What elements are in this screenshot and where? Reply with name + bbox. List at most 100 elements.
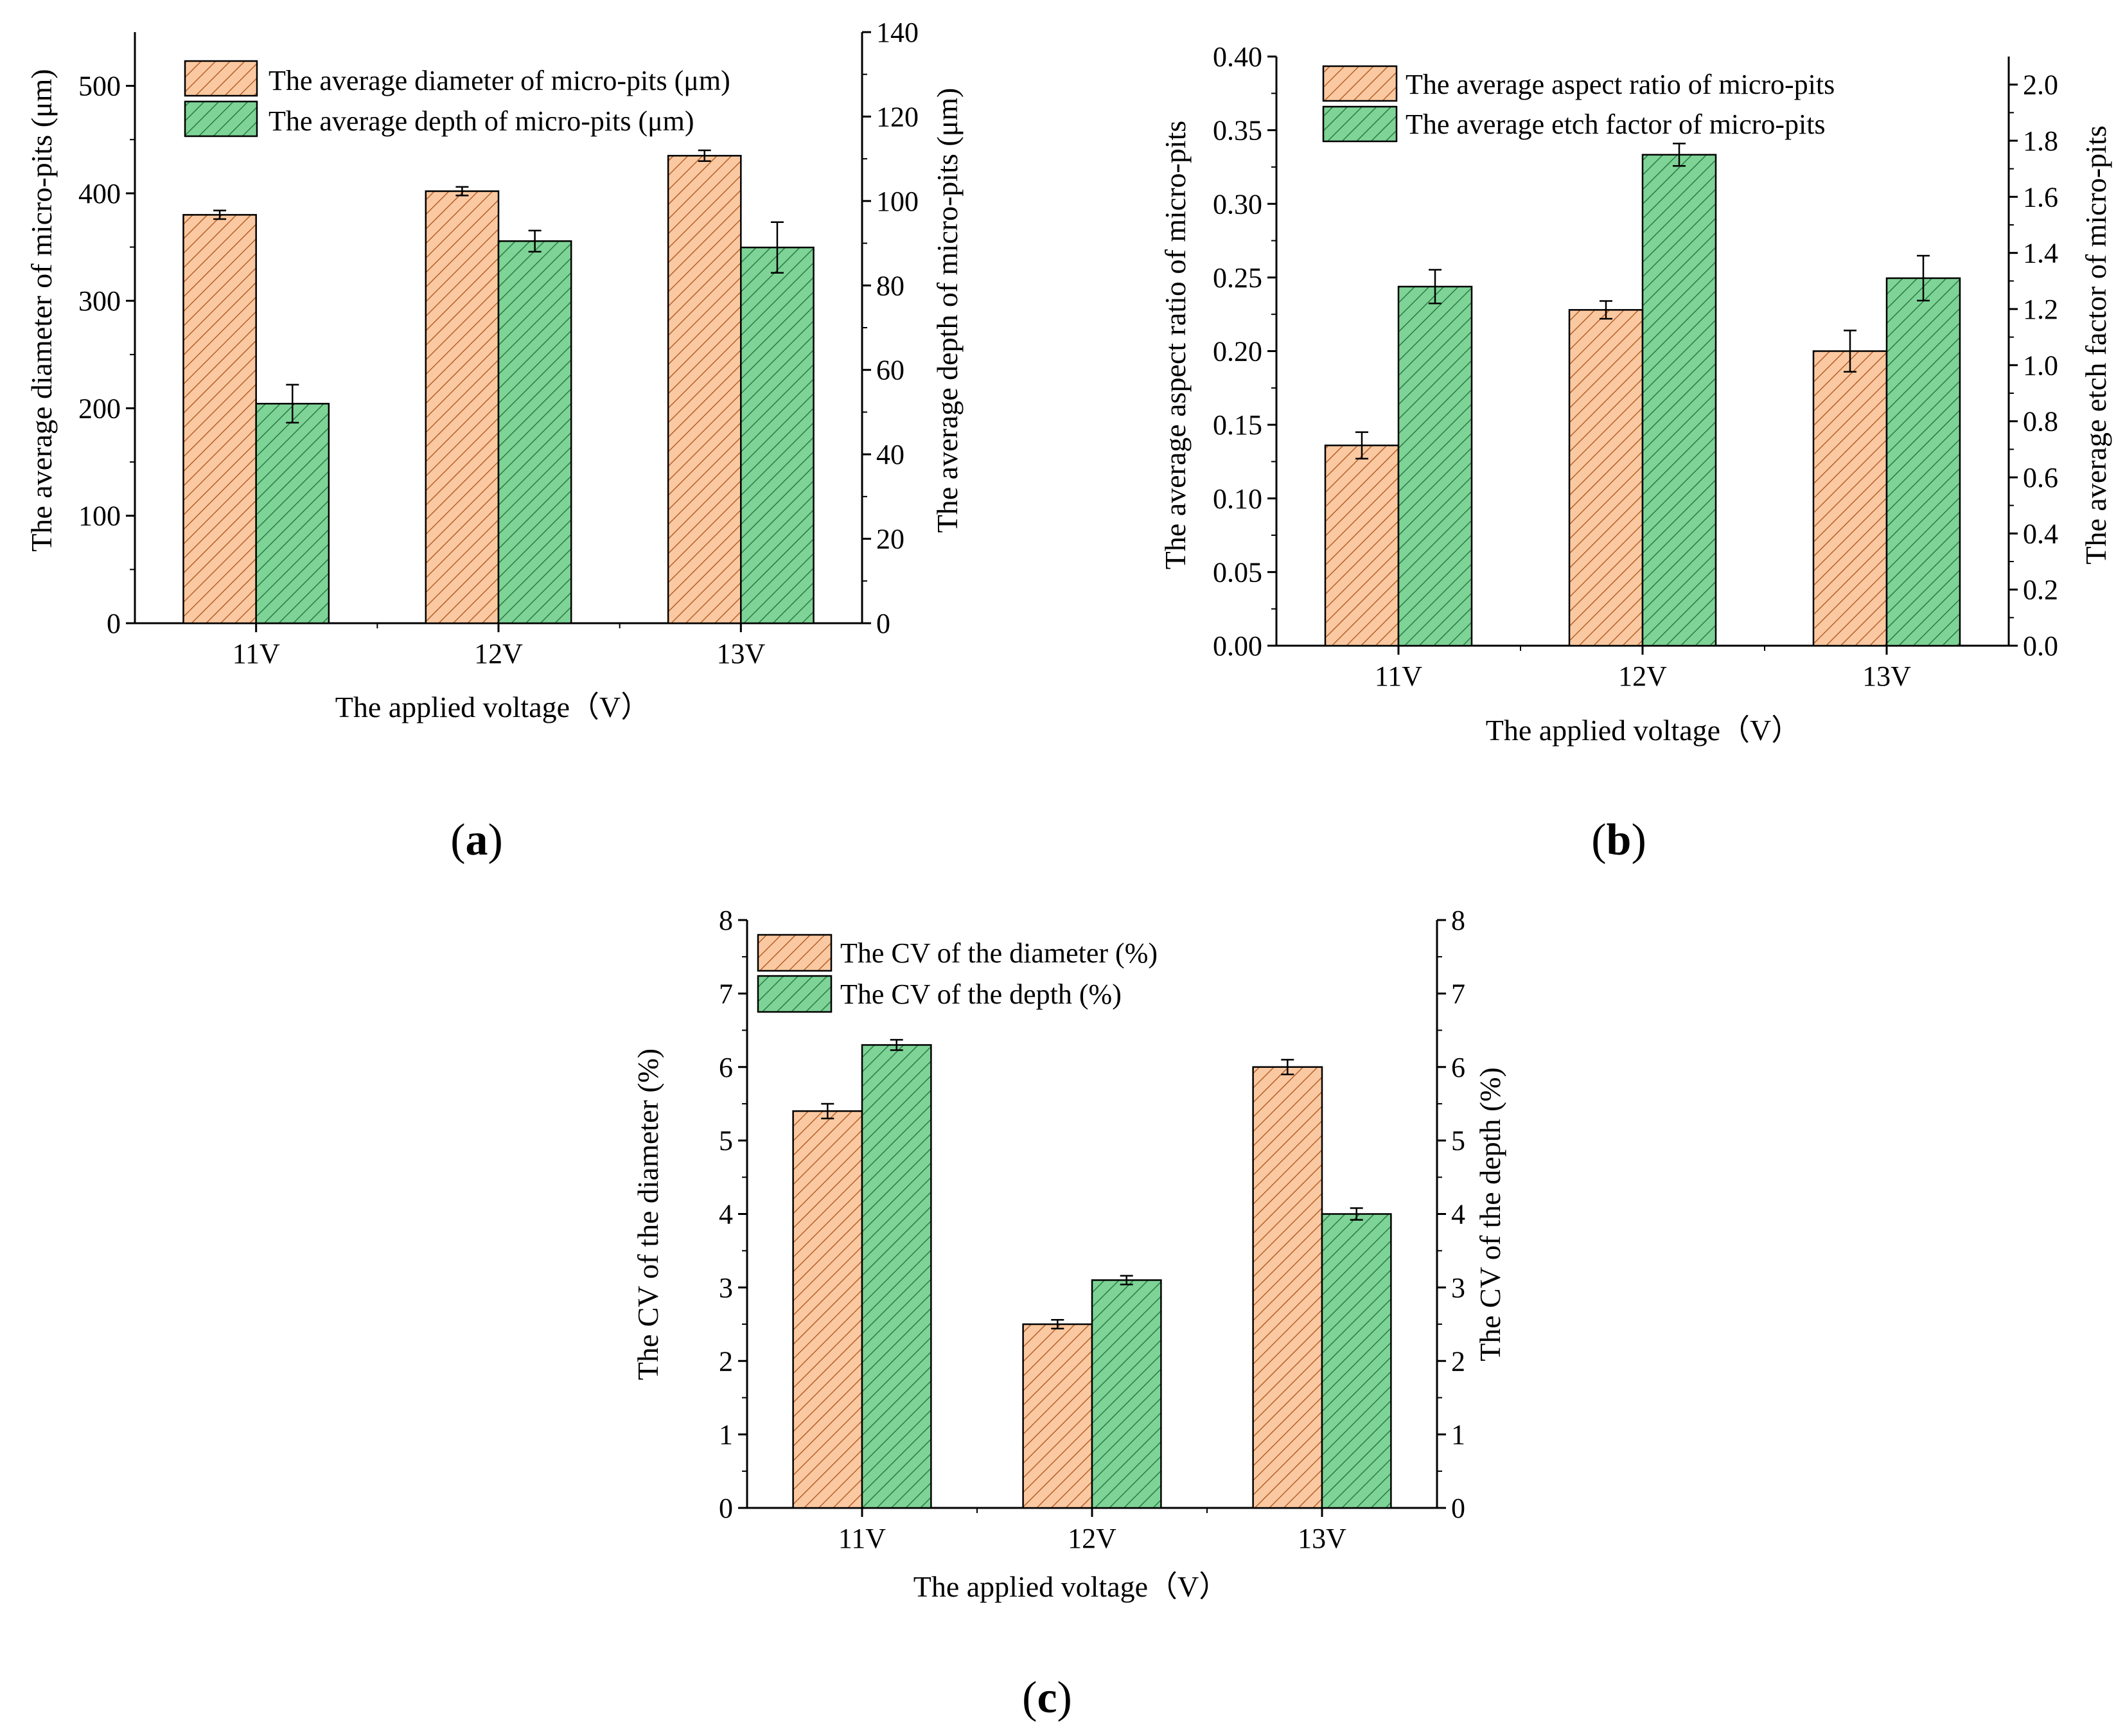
y-tick-label-left: 0.25 [1213, 262, 1262, 294]
y-axis-title-right: The CV of the depth (%) [1474, 1067, 1506, 1361]
y-tick-label-left: 0.10 [1213, 483, 1262, 515]
y-tick-label-left: 0.15 [1213, 409, 1262, 441]
bar-orange-12V [1568, 309, 1644, 647]
x-axis-title: The applied voltage（V） [913, 1570, 1229, 1603]
y-tick-label-left: 0.35 [1213, 115, 1262, 146]
y-tick-label-left: 3 [719, 1272, 733, 1304]
bar-orange-11V [1324, 444, 1400, 647]
y-tick-label-left: 5 [719, 1125, 733, 1156]
y-axis-title-left: The average aspect ratio of micro-pits [1159, 121, 1192, 570]
y-tick-label-left: 500 [78, 71, 121, 102]
bar-orange-12V [425, 190, 500, 624]
y-tick-label-right: 0.2 [2023, 574, 2058, 606]
y-tick-label-right: 6 [1451, 1052, 1465, 1083]
y-axis-title-left: The average diameter of micro-pits (μm) [25, 69, 58, 551]
y-tick-label-right: 2 [1451, 1345, 1465, 1377]
x-tick-label: 11V [233, 638, 280, 669]
chart-panel-a: The applied voltage（V） The average diame… [25, 17, 964, 865]
y-tick-label-right: 0 [876, 608, 890, 639]
y-tick-label-right: 1.0 [2023, 350, 2058, 381]
x-tick-label: 12V [1618, 660, 1667, 692]
legend-swatch-orange [184, 60, 258, 97]
y-tick-label-left: 200 [78, 393, 121, 424]
x-axis-title: The applied voltage（V） [1486, 714, 1801, 747]
y-axis-title-right: The average depth of micro-pits (μm) [931, 88, 964, 533]
y-tick-label-right: 0.6 [2023, 462, 2058, 493]
x-tick-label: 11V [1375, 660, 1422, 692]
legend-label-orange: The average aspect ratio of micro-pits [1406, 69, 1835, 100]
x-tick-label: 13V [1298, 1523, 1346, 1554]
y-tick-label-right: 120 [876, 101, 919, 132]
panel-label-c: (c) [1022, 1673, 1072, 1723]
bar-green-11V [1397, 285, 1473, 647]
x-axis-title: The applied voltage（V） [335, 691, 651, 723]
y-tick-label-right: 1 [1451, 1419, 1465, 1451]
x-tick-label: 13V [1862, 660, 1911, 692]
y-tick-label-right: 1.6 [2023, 181, 2058, 213]
y-tick-label-right: 0.8 [2023, 406, 2058, 438]
chart-panel-b: The applied voltage（V） The average aspec… [1159, 41, 2112, 865]
bar-orange-12V [1022, 1323, 1093, 1509]
y-axis-title-right: The average etch factor of micro-pits [2079, 125, 2112, 564]
legend-label-green: The average etch factor of micro-pits [1406, 109, 1826, 140]
bar-green-13V [1321, 1213, 1392, 1509]
bar-orange-11V [792, 1110, 863, 1509]
y-tick-label-left: 300 [78, 285, 121, 317]
y-tick-label-right: 140 [876, 17, 919, 48]
bar-green-12V [1091, 1279, 1162, 1509]
y-tick-label-right: 5 [1451, 1125, 1465, 1156]
y-tick-label-left: 8 [719, 905, 733, 936]
bar-green-11V [255, 403, 330, 624]
y-tick-label-right: 3 [1451, 1272, 1465, 1304]
y-tick-label-right: 40 [876, 439, 904, 470]
bar-orange-13V [1812, 350, 1888, 647]
y-tick-label-right: 8 [1451, 905, 1465, 936]
panel-label-a: (a) [450, 815, 503, 865]
legend-swatch-green [757, 975, 833, 1013]
y-tick-label-left: 0.00 [1213, 630, 1262, 662]
y-tick-label-right: 1.2 [2023, 294, 2058, 325]
y-tick-label-right: 100 [876, 186, 919, 217]
bar-green-13V [1885, 277, 1961, 647]
chart-panel-c: The applied voltage（V） The CV of the dia… [631, 905, 1506, 1723]
x-tick-label: 12V [474, 638, 523, 669]
y-tick-label-left: 400 [78, 178, 121, 209]
y-tick-label-right: 1.4 [2023, 238, 2058, 269]
y-tick-label-right: 80 [876, 270, 904, 301]
legend-label-orange: The average diameter of micro-pits (μm) [269, 65, 730, 96]
legend-swatch-orange [1322, 65, 1398, 102]
bar-green-12V [497, 240, 572, 624]
y-tick-label-right: 1.8 [2023, 125, 2058, 157]
bar-orange-11V [182, 214, 257, 624]
y-tick-label-right: 20 [876, 524, 904, 555]
bar-orange-13V [1252, 1066, 1323, 1509]
y-tick-label-right: 4 [1451, 1199, 1465, 1230]
bar-green-11V [861, 1044, 932, 1509]
bar-orange-13V [667, 155, 742, 624]
panel-label-b: (b) [1591, 815, 1646, 865]
y-tick-label-left: 0 [107, 608, 121, 639]
y-tick-label-left: 0 [719, 1492, 733, 1524]
y-tick-label-left: 0.30 [1213, 188, 1262, 220]
legend-swatch-orange [757, 934, 833, 972]
y-axis-title-left: The CV of the diameter (%) [631, 1049, 664, 1380]
y-tick-label-left: 2 [719, 1345, 733, 1377]
y-tick-label-left: 1 [719, 1419, 733, 1451]
x-tick-label: 13V [716, 638, 765, 669]
y-tick-label-right: 0.4 [2023, 518, 2058, 549]
y-tick-label-left: 6 [719, 1052, 733, 1083]
x-tick-label: 11V [838, 1523, 886, 1554]
legend-label-green: The CV of the depth (%) [840, 979, 1122, 1010]
legend-label-orange: The CV of the diameter (%) [840, 937, 1158, 969]
y-tick-label-right: 7 [1451, 978, 1465, 1009]
bar-green-13V [740, 246, 815, 624]
y-tick-label-left: 0.40 [1213, 41, 1262, 73]
y-tick-label-right: 0.0 [2023, 630, 2058, 662]
y-tick-label-right: 60 [876, 355, 904, 386]
x-tick-label: 12V [1068, 1523, 1116, 1554]
bar-green-12V [1641, 154, 1717, 647]
y-tick-label-left: 7 [719, 978, 733, 1009]
legend-swatch-green [184, 100, 258, 137]
y-tick-label-right: 2.0 [2023, 69, 2058, 101]
